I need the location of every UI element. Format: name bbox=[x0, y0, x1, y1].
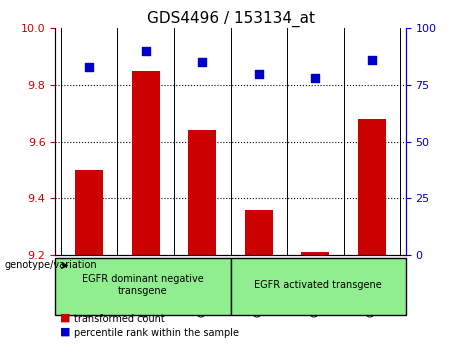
Point bbox=[142, 48, 149, 54]
Bar bbox=[358, 119, 386, 255]
Point bbox=[86, 64, 93, 70]
Point bbox=[368, 57, 375, 63]
Bar bbox=[301, 252, 330, 255]
Bar bbox=[188, 130, 216, 255]
Text: percentile rank within the sample: percentile rank within the sample bbox=[74, 328, 239, 338]
Bar bbox=[75, 170, 103, 255]
Text: ■: ■ bbox=[60, 326, 71, 337]
Bar bbox=[131, 71, 160, 255]
Point bbox=[199, 59, 206, 65]
FancyBboxPatch shape bbox=[55, 258, 230, 315]
Point bbox=[312, 75, 319, 81]
Bar bbox=[245, 210, 273, 255]
Text: EGFR dominant negative
transgene: EGFR dominant negative transgene bbox=[82, 274, 204, 296]
Title: GDS4496 / 153134_at: GDS4496 / 153134_at bbox=[147, 11, 314, 27]
Text: transformed count: transformed count bbox=[74, 314, 165, 324]
FancyBboxPatch shape bbox=[230, 258, 406, 315]
Text: EGFR activated transgene: EGFR activated transgene bbox=[254, 280, 382, 290]
Text: genotype/variation: genotype/variation bbox=[5, 261, 97, 270]
Point bbox=[255, 71, 262, 76]
Text: ■: ■ bbox=[60, 312, 71, 322]
